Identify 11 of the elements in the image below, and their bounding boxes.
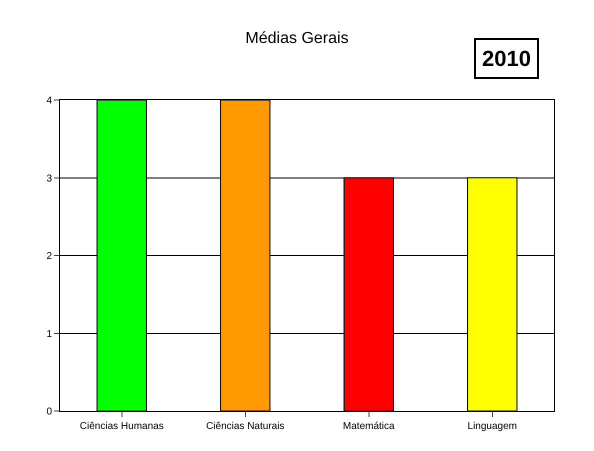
y-tick-label: 3 xyxy=(46,173,52,184)
y-tick-label: 1 xyxy=(46,328,52,340)
y-tick-label: 4 xyxy=(46,96,52,106)
x-tick-label: Ciências Humanas xyxy=(80,421,164,432)
x-tick-label: Ciências Naturais xyxy=(206,421,284,432)
text: 2010 xyxy=(482,46,531,71)
y-tick-label: 0 xyxy=(46,406,52,418)
x-tick-label: Linguagem xyxy=(468,421,517,432)
chart-title: Médias Gerais xyxy=(245,30,349,47)
x-tick-label: Matemática xyxy=(342,421,396,432)
y-tick-label: 2 xyxy=(46,251,52,262)
